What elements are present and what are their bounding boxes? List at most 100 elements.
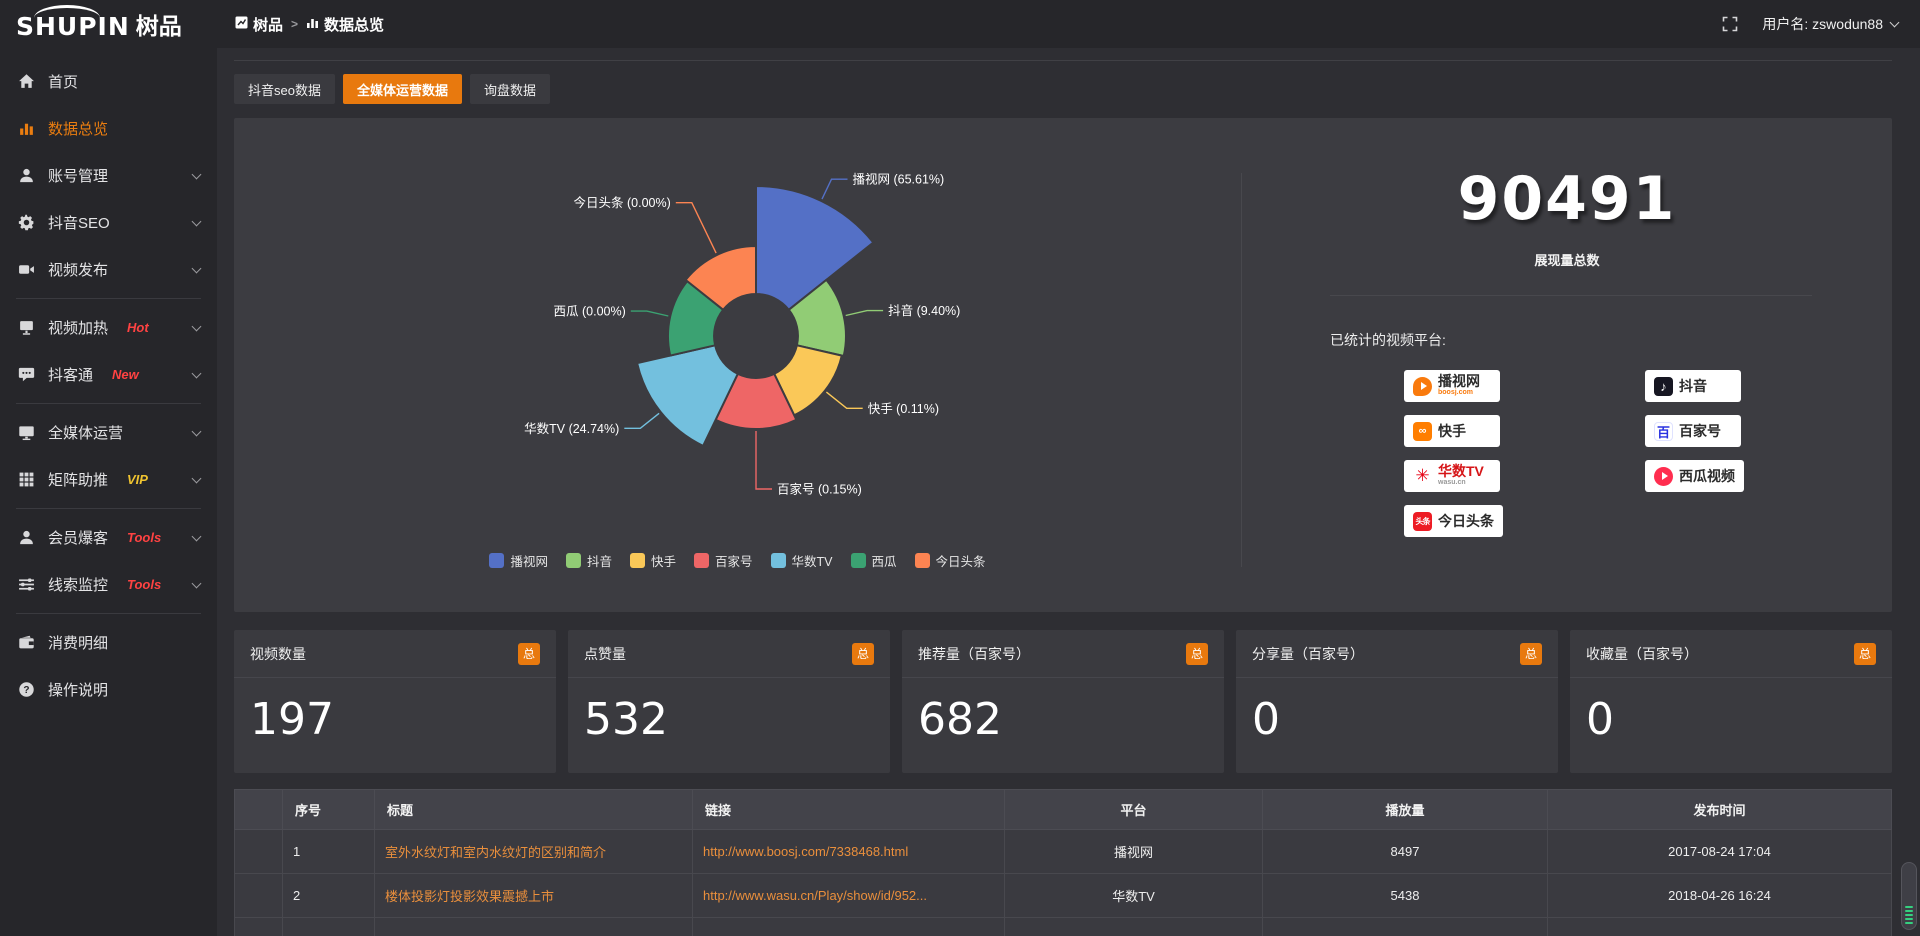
sidebar-item-3[interactable]: 账号管理 [0,152,217,199]
sidebar-item-4[interactable]: 抖音SEO [0,199,217,246]
logo-text-en: SHUPIN [16,5,130,41]
platform-badge-sub: boosj.com [1438,389,1474,397]
link-cell: http://www.boosj.com/7338468.html [692,829,1005,874]
baijiahao-icon: 百 [1654,421,1673,441]
link-cell [692,917,1005,936]
plays-cell [1262,917,1548,936]
rose-pie-chart: 播视网 (65.61%) 抖音 (9.40%) 快手 (0.11%) 百家号 (0.1… [524,172,960,497]
video-url-link[interactable]: http://www.boosj.com/7338468.html [703,844,909,859]
stat-label: 视频数量 [250,645,306,662]
platform-badge-sub: wasu.cn [1438,479,1466,487]
pie-slice-今日头条[interactable] [683,244,757,312]
col-num: 序号 [282,789,375,830]
legend-item-百家号[interactable]: 百家号 [694,551,753,570]
breadcrumb: 树品 > 数据总览 [235,14,384,35]
legend-marker [770,553,786,568]
sidebar-item-badge: Tools [127,530,162,545]
breadcrumb-label: 树品 [253,16,284,34]
stat-card-2: 点赞量 总 532 [568,630,890,773]
pie-label: 快手 (0.11%) [867,402,938,416]
sidebar-item-13[interactable]: ? 操作说明 [0,666,217,713]
legend-item-华数TV[interactable]: 华数TV [770,551,833,570]
video-title-link[interactable]: 楼体投影灯投影效果震撼上市 [385,889,555,904]
legend-item-播视网[interactable]: 播视网 [489,551,548,570]
video-title-link[interactable]: 室外水纹灯和室内水纹灯的区别和简介 [385,845,607,860]
stat-label: 推荐量（百家号） [918,645,1030,662]
time-cell: 2018-04-26 16:24 [1547,873,1892,918]
fullscreen-icon[interactable] [1722,16,1738,32]
legend-item-快手[interactable]: 快手 [629,551,676,570]
video-url-link[interactable]: http://www.wasu.cn/Play/show/id/952... [703,888,927,903]
chevron-down-icon [191,578,202,588]
svg-text:?: ? [23,685,29,696]
sidebar-item-10[interactable]: 会员爆客 Tools [0,514,217,561]
breadcrumb-separator: > [291,17,299,31]
tab-1[interactable]: 抖音seo数据 [234,74,335,104]
platform-badges: 播视网 boosj.com ♪ 抖音 ∞ 快手 百百家号 ✳ 华数TV wasu.cn 西瓜视频 头条… [1404,370,1892,537]
stat-value: 0 [1586,694,1614,745]
pie-slice-抖音[interactable] [786,278,847,358]
sidebar-item-label: 全媒体运营 [48,425,124,442]
stat-card-1: 视频数量 总 197 [234,630,556,773]
breadcrumb-item-home[interactable]: 树品 [235,14,283,35]
legend-label: 西瓜 [871,555,897,569]
platform-share-chart: 播视网 (65.61%) 抖音 (9.40%) 快手 (0.11%) 百家号 (0.1… [234,118,1241,612]
table-row-1: 1 室外水纹灯和室内水纹灯的区别和简介 http://www.boosj.com… [234,829,1892,874]
platform-badge-name: 抖音 [1679,377,1707,394]
sidebar-item-2[interactable]: 数据总览 [0,105,217,152]
total-badge: 总 [1520,642,1542,665]
grid-icon [17,471,35,488]
pie-label: 西瓜 (0.00%) [553,305,625,319]
stat-card-5: 收藏量（百家号） 总 0 [1570,630,1892,773]
sidebar-item-6[interactable]: 视频加热 Hot [0,304,217,351]
wasu-icon: ✳ [1415,466,1430,485]
tab-3[interactable]: 询盘数据 [469,74,550,104]
app-logo: SHUPIN 树品 [0,5,217,41]
platform-badge-name: 华数TV [1438,463,1484,480]
header-checkbox-cell [234,789,283,830]
sidebar-item-label: 消费明细 [48,635,109,652]
legend-item-今日头条[interactable]: 今日头条 [914,551,986,570]
sidebar-item-1[interactable]: 首页 [0,58,217,105]
stat-card-3: 推荐量（百家号） 总 682 [902,630,1224,773]
sidebar-item-label: 抖音SEO [48,215,110,232]
checkbox-cell [234,873,283,918]
legend-item-抖音[interactable]: 抖音 [565,551,612,570]
sidebar-item-7[interactable]: 抖客通 New [0,351,217,398]
breadcrumb-item-current[interactable]: 数据总览 [306,14,384,35]
label-leader-line [825,391,863,409]
title-cell: 室外水纹灯和室内水纹灯的区别和简介 [374,829,693,874]
platform-badge-华数TV: ✳ 华数TV wasu.cn [1404,460,1500,492]
legend-marker [850,553,866,568]
total-badge: 总 [852,642,874,665]
pie-label: 百家号 (0.15%) [777,482,862,497]
platform-badge-播视网: 播视网 boosj.com [1404,370,1500,402]
sidebar-item-5[interactable]: 视频发布 [0,246,217,293]
scrollbar[interactable] [1901,862,1917,930]
total-badge: 总 [1854,642,1876,665]
gear-icon [17,214,35,231]
col-platform: 平台 [1004,789,1263,830]
label-leader-line [623,412,660,429]
checkbox-cell [234,917,283,936]
pie-slice-播视网[interactable] [754,184,875,312]
checkbox-cell [234,829,283,874]
videos-table: 序号 标题 链接 平台 播放量 发布时间 1 室外水纹灯和室内水纹灯的区别和简介… [234,789,1892,936]
legend-item-西瓜[interactable]: 西瓜 [850,551,897,570]
plays-cell: 5438 [1262,873,1548,918]
sidebar-item-8[interactable]: 全媒体运营 [0,409,217,456]
col-link: 链接 [692,789,1005,830]
sidebar-item-12[interactable]: 消费明细 [0,619,217,666]
legend-label: 快手 [650,555,676,569]
tab-2[interactable]: 全媒体运营数据 [342,74,462,104]
label-leader-line [754,431,772,490]
header-divider [234,60,1892,61]
user-menu[interactable]: 用户名: zswodun88 [1762,14,1900,34]
stat-cards: 视频数量总 197 点赞量总 532 推荐量（百家号）总 682 分享量（百家号）总 0 收藏量… [234,630,1892,773]
chevron-down-icon [191,263,202,273]
pie-slice-华数TV[interactable] [635,344,739,448]
sidebar-item-9[interactable]: 矩阵助推 VIP [0,456,217,503]
douyin-icon: ♪ [1654,376,1673,396]
sidebar-item-11[interactable]: 线索监控 Tools [0,561,217,608]
member-icon [17,529,35,546]
